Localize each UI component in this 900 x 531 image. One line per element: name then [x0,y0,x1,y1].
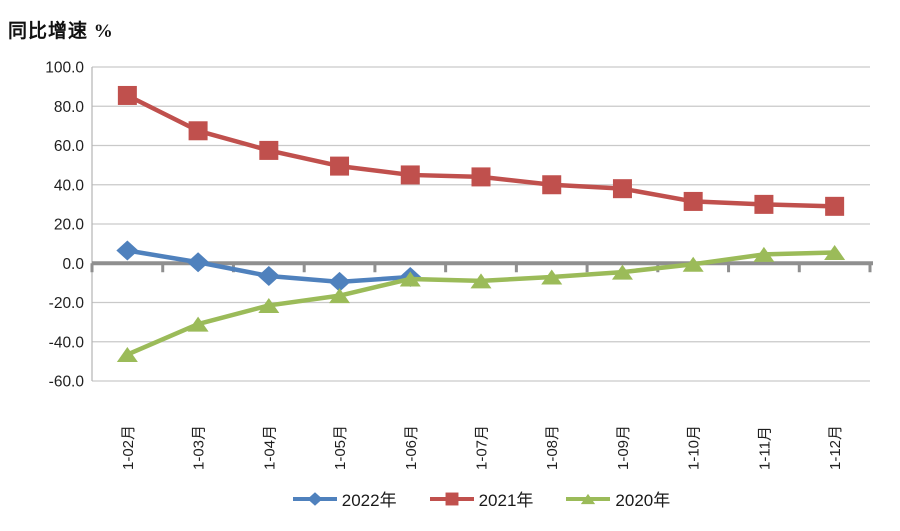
marker-diamond [307,491,323,506]
chart-legend: 2022年 2021年 2020年 [92,486,870,511]
x-tick-label: 1-06月 [403,425,420,470]
marker-triangle [187,316,209,332]
legend-marker-icon [429,492,474,505]
legend-item-2022年: 2022年 [292,486,397,511]
y-tick-label: 100.0 [45,60,84,77]
x-tick-label: 1-11月 [756,426,773,470]
marker-triangle [581,493,596,504]
legend-marker-icon [566,493,611,504]
y-tick-label: -60.0 [49,374,85,391]
marker-diamond [328,271,351,292]
marker-diamond [116,240,139,261]
marker-square [445,492,459,505]
y-tick-label: 80.0 [54,99,85,116]
x-tick-label: 1-04月 [261,425,278,470]
marker-diamond [187,252,210,273]
marker-square [259,140,279,160]
x-tick-label: 1-08月 [544,425,561,470]
marker-square [825,196,845,216]
y-tick-label: -40.0 [49,334,85,351]
marker-square [612,179,632,199]
marker-triangle [753,246,775,262]
x-tick-label: 1-09月 [615,425,632,470]
marker-square [542,175,562,195]
y-tick-label: 60.0 [54,138,85,155]
marker-triangle [824,244,846,260]
legend-label: 2020年 [615,491,671,510]
marker-square [188,121,208,141]
series-line-2021年 [125,93,837,209]
marker-triangle [329,288,351,304]
marker-triangle [682,256,704,272]
marker-triangle [541,269,563,285]
x-tick-label: 1-03月 [191,425,208,470]
marker-square [683,191,703,211]
legend-item-2021年: 2021年 [429,486,534,511]
marker-triangle [470,273,492,289]
x-tick-label: 1-02月 [120,425,137,470]
x-tick-label: 1-12月 [827,425,844,470]
legend-item-2020年: 2020年 [565,486,670,511]
marker-triangle [116,347,138,363]
marker-square [471,167,491,187]
x-tick-label: 1-10月 [686,425,703,470]
y-tick-label: 40.0 [54,177,85,194]
marker-square [400,165,420,185]
marker-square [754,194,774,214]
y-tick-label: -20.0 [49,295,85,312]
marker-square [330,156,350,176]
x-tick-label: 1-07月 [474,425,491,470]
x-tick-label: 1-05月 [332,425,349,470]
y-tick-label: 0.0 [62,256,84,273]
chart-title: 同比增速 % [8,21,114,42]
legend-label: 2022年 [341,491,397,510]
marker-diamond [257,266,280,287]
line-chart-canvas: 100.0 80.0 60.0 40.0 20.0 0.0 -20.0 -40.0 -60.0 1… [45,60,873,470]
legend-marker-icon [292,491,337,506]
marker-triangle [399,271,421,287]
marker-triangle [611,264,633,280]
marker-square [117,85,137,105]
y-tick-label: 20.0 [54,217,85,234]
legend-label: 2021年 [478,491,534,510]
marker-triangle [258,297,280,313]
